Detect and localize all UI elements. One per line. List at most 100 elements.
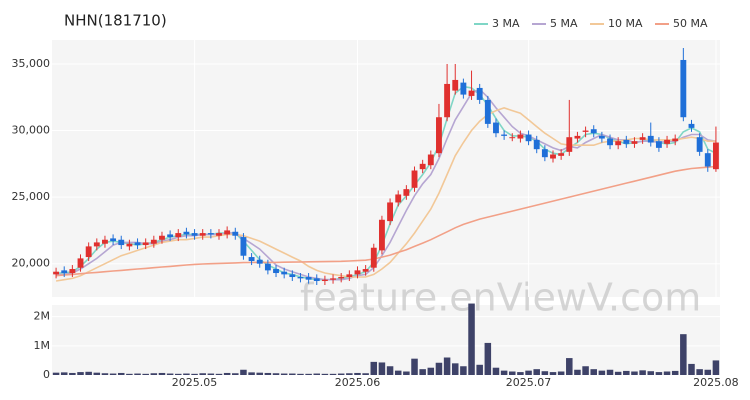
price-panel bbox=[52, 40, 720, 297]
volume-bar bbox=[85, 371, 92, 375]
candle-body bbox=[378, 219, 385, 251]
volume-tick-label: 1M bbox=[34, 339, 51, 352]
volume-bar bbox=[655, 372, 663, 375]
candle-body bbox=[574, 135, 581, 139]
volume-bar bbox=[663, 371, 671, 375]
volume-bar bbox=[272, 373, 280, 375]
candle-body bbox=[85, 246, 92, 258]
x-tick-label: 2025.05 bbox=[172, 376, 218, 389]
candle-body bbox=[53, 271, 60, 275]
legend-label: 10 MA bbox=[608, 17, 643, 30]
candle-body bbox=[672, 138, 679, 142]
candle-body bbox=[395, 194, 402, 203]
y-tick-label: 25,000 bbox=[12, 190, 51, 203]
volume-bar bbox=[419, 369, 426, 375]
candle-body bbox=[566, 137, 573, 152]
candle-body bbox=[77, 258, 84, 268]
volume-bar bbox=[639, 370, 646, 375]
candle-body bbox=[167, 234, 174, 238]
candle-body bbox=[256, 259, 263, 264]
candle-body bbox=[696, 137, 703, 152]
volume-bar bbox=[460, 366, 467, 375]
candle-body bbox=[387, 202, 394, 222]
volume-bar bbox=[256, 372, 263, 375]
candle-body bbox=[118, 239, 125, 246]
volume-bar bbox=[313, 373, 321, 375]
legend-label: 50 MA bbox=[673, 17, 708, 30]
candle-body bbox=[460, 82, 467, 95]
candle-body bbox=[688, 123, 695, 128]
candle-body bbox=[533, 139, 540, 150]
candle-body bbox=[411, 170, 418, 188]
volume-bar bbox=[509, 371, 516, 375]
candle-body bbox=[655, 141, 662, 148]
candle-body bbox=[126, 243, 133, 247]
volume-bar bbox=[166, 373, 174, 375]
candle-body bbox=[61, 270, 68, 274]
volume-bar bbox=[240, 369, 247, 375]
candle-body bbox=[191, 233, 198, 236]
volume-bar bbox=[248, 372, 255, 375]
volume-bar bbox=[680, 334, 687, 375]
volume-bar bbox=[411, 358, 418, 375]
candle-body bbox=[338, 277, 345, 279]
candle-body bbox=[289, 274, 296, 278]
volume-bar bbox=[370, 361, 378, 375]
candle-body bbox=[321, 279, 328, 282]
candle-body bbox=[509, 137, 516, 139]
ma-line bbox=[55, 107, 716, 282]
volume-bar bbox=[183, 373, 190, 375]
volume-bar bbox=[403, 371, 410, 375]
candle-body bbox=[207, 233, 214, 235]
volume-bar bbox=[386, 366, 394, 375]
volume-bar bbox=[435, 362, 443, 375]
volume-bar bbox=[337, 373, 345, 375]
candle-body bbox=[142, 242, 149, 246]
candle-body bbox=[712, 142, 719, 170]
volume-bar bbox=[117, 372, 125, 375]
candle-body bbox=[297, 277, 304, 279]
candle-body bbox=[444, 83, 451, 118]
candle-body bbox=[346, 274, 353, 278]
volume-bar bbox=[647, 371, 655, 375]
candle-body bbox=[199, 233, 206, 236]
x-tick-label: 2025.06 bbox=[335, 376, 381, 389]
volume-bar bbox=[517, 372, 524, 375]
volume-bar bbox=[557, 371, 565, 375]
watermark: feature.enViewV.com bbox=[300, 276, 701, 320]
volume-bar bbox=[598, 370, 606, 375]
volume-bar bbox=[60, 372, 68, 375]
volume-bar bbox=[427, 367, 435, 375]
volume-bar bbox=[264, 372, 272, 375]
candle-body bbox=[615, 141, 622, 146]
ma-line bbox=[56, 88, 717, 281]
volume-bar bbox=[688, 363, 695, 375]
candle-body bbox=[582, 130, 589, 132]
volume-bar bbox=[52, 372, 60, 375]
volume-tick-label: 2M bbox=[34, 310, 51, 323]
candle-body bbox=[69, 269, 76, 274]
volume-bar bbox=[394, 370, 402, 375]
candle-body bbox=[647, 135, 654, 143]
volume-bar bbox=[134, 373, 141, 375]
candle-body bbox=[704, 153, 711, 167]
ma-line bbox=[56, 165, 716, 277]
volume-bar bbox=[525, 370, 532, 375]
candle-body bbox=[590, 129, 597, 134]
volume-bar bbox=[93, 372, 101, 375]
volume-bar bbox=[199, 373, 206, 375]
volume-bar bbox=[492, 367, 500, 375]
volume-bar bbox=[362, 373, 369, 375]
volume-bar bbox=[109, 373, 117, 375]
volume-bar bbox=[101, 373, 109, 375]
candle-body bbox=[175, 233, 182, 238]
volume-bar bbox=[671, 370, 679, 375]
volume-bar bbox=[142, 373, 149, 375]
volume-bar bbox=[582, 366, 589, 375]
candle-body bbox=[240, 237, 247, 256]
candle-body bbox=[517, 134, 524, 139]
candle-body bbox=[623, 139, 630, 144]
candle-body bbox=[680, 59, 687, 118]
candle-body bbox=[183, 231, 190, 235]
volume-bar bbox=[468, 303, 475, 375]
